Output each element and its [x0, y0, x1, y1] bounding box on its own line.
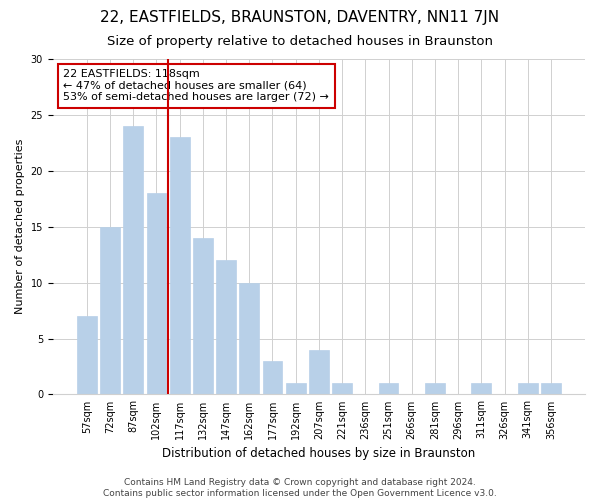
Bar	[170, 138, 190, 394]
Text: 22, EASTFIELDS, BRAUNSTON, DAVENTRY, NN11 7JN: 22, EASTFIELDS, BRAUNSTON, DAVENTRY, NN1…	[100, 10, 500, 25]
Bar	[146, 193, 166, 394]
Bar	[124, 126, 143, 394]
Bar	[239, 282, 259, 395]
Bar	[472, 383, 491, 394]
Text: Contains HM Land Registry data © Crown copyright and database right 2024.
Contai: Contains HM Land Registry data © Crown c…	[103, 478, 497, 498]
Bar	[518, 383, 538, 394]
Bar	[309, 350, 329, 395]
Text: 22 EASTFIELDS: 118sqm
← 47% of detached houses are smaller (64)
53% of semi-deta: 22 EASTFIELDS: 118sqm ← 47% of detached …	[64, 69, 329, 102]
Bar	[100, 226, 120, 394]
Bar	[263, 361, 283, 394]
Bar	[332, 383, 352, 394]
X-axis label: Distribution of detached houses by size in Braunston: Distribution of detached houses by size …	[162, 447, 476, 460]
Bar	[379, 383, 398, 394]
Bar	[541, 383, 561, 394]
Bar	[286, 383, 305, 394]
Y-axis label: Number of detached properties: Number of detached properties	[15, 139, 25, 314]
Bar	[425, 383, 445, 394]
Bar	[193, 238, 213, 394]
Bar	[77, 316, 97, 394]
Text: Size of property relative to detached houses in Braunston: Size of property relative to detached ho…	[107, 35, 493, 48]
Bar	[216, 260, 236, 394]
